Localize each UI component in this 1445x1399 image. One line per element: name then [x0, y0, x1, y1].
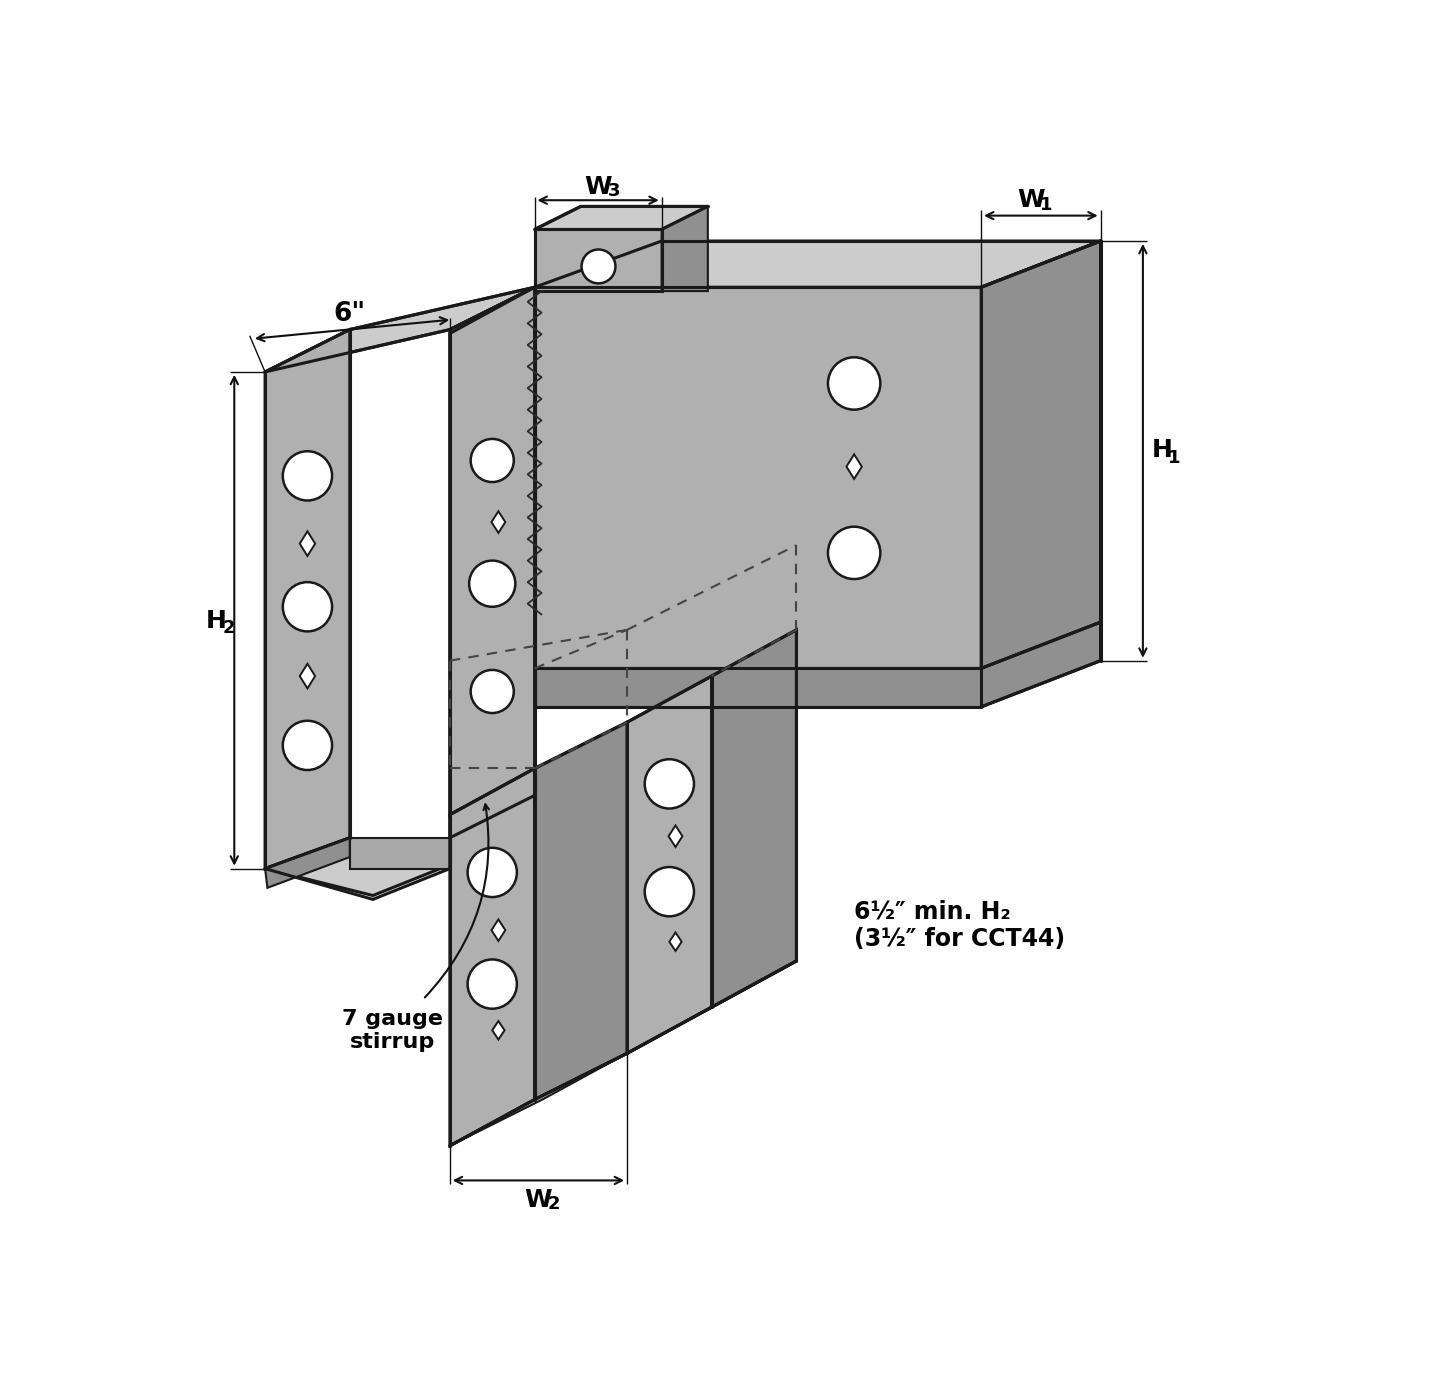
Polygon shape	[299, 663, 315, 688]
Polygon shape	[535, 287, 981, 669]
Polygon shape	[627, 676, 712, 1053]
Circle shape	[468, 848, 517, 897]
Text: 2: 2	[223, 620, 236, 638]
Polygon shape	[449, 1053, 627, 1146]
Polygon shape	[712, 630, 796, 1007]
Polygon shape	[535, 241, 1101, 287]
Text: W: W	[525, 1188, 552, 1212]
Circle shape	[470, 561, 516, 607]
Text: 6½″ min. H₂
(3½″ for CCT44): 6½″ min. H₂ (3½″ for CCT44)	[854, 900, 1065, 951]
Polygon shape	[299, 532, 315, 555]
Text: W: W	[585, 175, 613, 199]
Text: stirrup: stirrup	[350, 1032, 435, 1052]
Circle shape	[468, 960, 517, 1009]
Polygon shape	[662, 207, 708, 291]
Polygon shape	[449, 768, 535, 1146]
Polygon shape	[350, 838, 449, 869]
Polygon shape	[627, 961, 796, 1053]
Text: 1: 1	[1040, 196, 1053, 214]
Polygon shape	[981, 623, 1101, 706]
Text: 1: 1	[1168, 449, 1181, 467]
Circle shape	[471, 670, 514, 713]
Text: W: W	[1017, 189, 1045, 213]
Polygon shape	[535, 722, 627, 1100]
Polygon shape	[535, 229, 662, 291]
Polygon shape	[847, 455, 861, 478]
Text: H: H	[207, 609, 227, 632]
Circle shape	[644, 760, 694, 809]
Polygon shape	[493, 1021, 504, 1039]
Polygon shape	[491, 919, 506, 942]
Polygon shape	[669, 933, 682, 951]
Text: H: H	[1152, 438, 1172, 463]
Polygon shape	[535, 669, 981, 706]
Circle shape	[283, 720, 332, 769]
Circle shape	[828, 526, 880, 579]
Text: 2: 2	[548, 1195, 561, 1213]
Circle shape	[471, 439, 514, 483]
Polygon shape	[264, 838, 350, 888]
Polygon shape	[449, 796, 535, 869]
Text: 6": 6"	[334, 301, 366, 327]
Polygon shape	[264, 287, 535, 372]
Polygon shape	[669, 825, 682, 846]
Circle shape	[581, 249, 616, 284]
Text: 7 gauge: 7 gauge	[341, 1009, 442, 1028]
Polygon shape	[449, 287, 535, 814]
Circle shape	[828, 357, 880, 410]
Circle shape	[283, 452, 332, 501]
Text: 3: 3	[608, 182, 620, 200]
Circle shape	[644, 867, 694, 916]
Polygon shape	[981, 241, 1101, 669]
Circle shape	[283, 582, 332, 631]
Polygon shape	[264, 838, 449, 895]
Polygon shape	[449, 287, 535, 838]
Polygon shape	[264, 330, 350, 869]
Polygon shape	[535, 207, 708, 229]
Polygon shape	[491, 511, 506, 533]
